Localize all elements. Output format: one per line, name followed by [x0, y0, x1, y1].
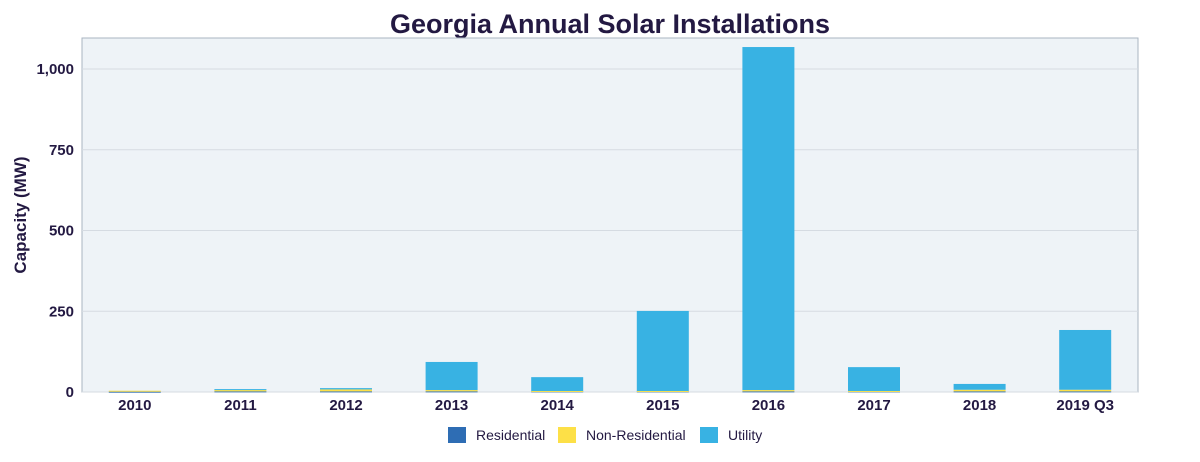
bar-non-residential-2019-Q3 [1059, 389, 1112, 392]
x-tick-label: 2010 [118, 397, 151, 414]
bar-residential-2019-Q3 [1059, 391, 1112, 393]
bar-non-residential-2018 [953, 389, 1006, 392]
bar-residential-2011 [214, 391, 267, 393]
x-tick-label: 2012 [329, 397, 362, 414]
y-axis-label: Capacity (MW) [11, 156, 30, 273]
bar-non-residential-2012 [320, 389, 372, 392]
x-tick-label: 2015 [646, 397, 679, 414]
bar-non-residential-2015 [636, 391, 689, 393]
legend-label: Utility [728, 427, 762, 443]
bar-residential-2013 [425, 391, 478, 393]
y-tick-label: 500 [49, 223, 74, 240]
x-tick-label: 2019 Q3 [1056, 397, 1114, 414]
bar-non-residential-2010 [108, 390, 161, 392]
y-tick-label: 750 [49, 142, 74, 159]
bar-non-residential-2014 [531, 391, 584, 393]
legend-swatch-residential [448, 427, 466, 443]
legend-label: Non-Residential [586, 427, 686, 443]
bar-utility-2013 [425, 361, 478, 391]
bar-residential-2010 [108, 391, 161, 393]
bar-utility-2011 [214, 389, 267, 391]
bar-utility-2016 [742, 47, 795, 391]
x-tick-label: 2017 [857, 397, 890, 414]
bar-utility-2014 [531, 377, 584, 392]
plot-area [81, 37, 1139, 393]
bar-utility-2017 [848, 367, 900, 392]
legend-label: Residential [476, 427, 545, 443]
bar-utility-2015 [636, 310, 689, 392]
x-tick-label: 2014 [541, 397, 575, 414]
chart-title: Georgia Annual Solar Installations [390, 9, 830, 39]
bar-residential-2018 [953, 391, 1006, 393]
bar-non-residential-2016 [742, 390, 795, 392]
y-tick-label: 0 [66, 384, 74, 401]
x-tick-label: 2011 [224, 397, 257, 414]
bar-non-residential-2017 [848, 391, 900, 393]
legend-swatch-non-residential [558, 427, 576, 443]
bar-residential-2016 [742, 391, 795, 393]
y-tick-label: 250 [49, 303, 74, 320]
x-tick-label: 2016 [752, 397, 785, 414]
bar-utility-2012 [320, 388, 372, 390]
bar-residential-2012 [320, 391, 372, 393]
bar-non-residential-2011 [214, 389, 267, 392]
bar-utility-2019-Q3 [1059, 329, 1112, 390]
x-tick-label: 2013 [435, 397, 468, 414]
bar-utility-2018 [953, 383, 1006, 390]
legend-swatch-utility [700, 427, 718, 443]
y-tick-label: 1,000 [36, 61, 74, 78]
x-tick-label: 2018 [963, 397, 996, 414]
bar-non-residential-2013 [425, 390, 478, 392]
